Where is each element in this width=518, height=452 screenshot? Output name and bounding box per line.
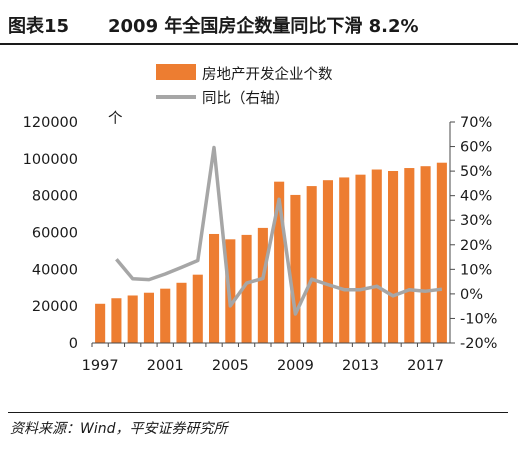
legend-swatch-bars bbox=[156, 64, 196, 80]
bar-1997 bbox=[95, 303, 106, 343]
x-tick-label: 2001 bbox=[147, 358, 184, 374]
left-tick-label: 0 bbox=[69, 336, 78, 352]
right-tick-label: 30% bbox=[460, 213, 492, 229]
left-axis: 0 20000 40000 60000 80000 100000 120000 bbox=[23, 115, 78, 352]
bar-2003 bbox=[192, 274, 203, 343]
yoy-growth-line bbox=[115, 145, 443, 316]
x-tick-label: 2013 bbox=[342, 358, 379, 374]
left-tick-label: 100000 bbox=[23, 152, 78, 168]
line-series bbox=[115, 145, 443, 316]
right-tick-label: -10% bbox=[460, 311, 497, 327]
bar-2007 bbox=[257, 227, 268, 343]
x-axis: 1997 2001 2005 2009 2013 2017 bbox=[82, 343, 444, 374]
chart-area: 房地产开发企业个数 同比（右轴） 个 0 20000 40000 60000 80000… bbox=[23, 64, 497, 374]
legend-label-bars: 房地产开发企业个数 bbox=[202, 65, 333, 83]
left-tick-label: 60000 bbox=[32, 226, 78, 242]
bar-1999 bbox=[127, 295, 138, 343]
bar-2008 bbox=[274, 181, 285, 343]
bar-2012 bbox=[339, 177, 350, 343]
bar-2000 bbox=[143, 292, 154, 343]
left-axis-unit: 个 bbox=[108, 110, 123, 127]
bar-2001 bbox=[160, 288, 171, 343]
legend: 房地产开发企业个数 同比（右轴） bbox=[156, 64, 333, 107]
left-tick-label: 40000 bbox=[32, 262, 78, 278]
left-tick-label: 120000 bbox=[23, 115, 78, 131]
x-tick-label: 2009 bbox=[277, 358, 314, 374]
right-tick-label: 70% bbox=[460, 115, 492, 131]
right-tick-label: 0% bbox=[460, 287, 483, 303]
bar-1998 bbox=[111, 298, 122, 343]
right-tick-label: 40% bbox=[460, 189, 492, 205]
footer-rule bbox=[8, 412, 508, 413]
x-tick-label: 1997 bbox=[82, 358, 119, 374]
bar-2002 bbox=[176, 282, 187, 343]
x-tick-label: 2005 bbox=[212, 358, 249, 374]
bar-2010 bbox=[306, 186, 317, 343]
source-note: 资料来源：Wind，平安证券研究所 bbox=[10, 421, 228, 437]
right-axis: -20% -10% 0% 10% 20% 30% 40% 50% 60% 70% bbox=[449, 115, 497, 352]
legend-label-line: 同比（右轴） bbox=[202, 90, 289, 107]
bar-2014 bbox=[371, 169, 382, 343]
header-rule bbox=[0, 43, 518, 45]
figure-header: 图表15 2009 年全国房企数量同比下滑 8.2% bbox=[0, 0, 518, 46]
bar-2018 bbox=[436, 162, 447, 343]
bar-2017 bbox=[420, 166, 431, 343]
bar-2004 bbox=[209, 233, 220, 343]
left-tick-label: 20000 bbox=[32, 299, 78, 315]
right-tick-label: 60% bbox=[460, 140, 492, 156]
left-tick-label: 80000 bbox=[32, 189, 78, 205]
bar-series bbox=[95, 162, 447, 343]
right-tick-label: 50% bbox=[460, 164, 492, 180]
right-tick-label: 10% bbox=[460, 262, 492, 278]
figure-label: 图表15 bbox=[8, 16, 70, 37]
bar-2009 bbox=[290, 194, 301, 343]
bar-2006 bbox=[241, 234, 252, 343]
bar-2013 bbox=[355, 174, 366, 343]
bar-2016 bbox=[404, 168, 415, 343]
x-tick-label: 2017 bbox=[407, 358, 444, 374]
right-tick-label: 20% bbox=[460, 238, 492, 254]
right-tick-label: -20% bbox=[460, 336, 497, 352]
figure-title: 2009 年全国房企数量同比下滑 8.2% bbox=[108, 16, 419, 37]
bar-2011 bbox=[322, 180, 333, 343]
bar-2015 bbox=[388, 170, 399, 343]
